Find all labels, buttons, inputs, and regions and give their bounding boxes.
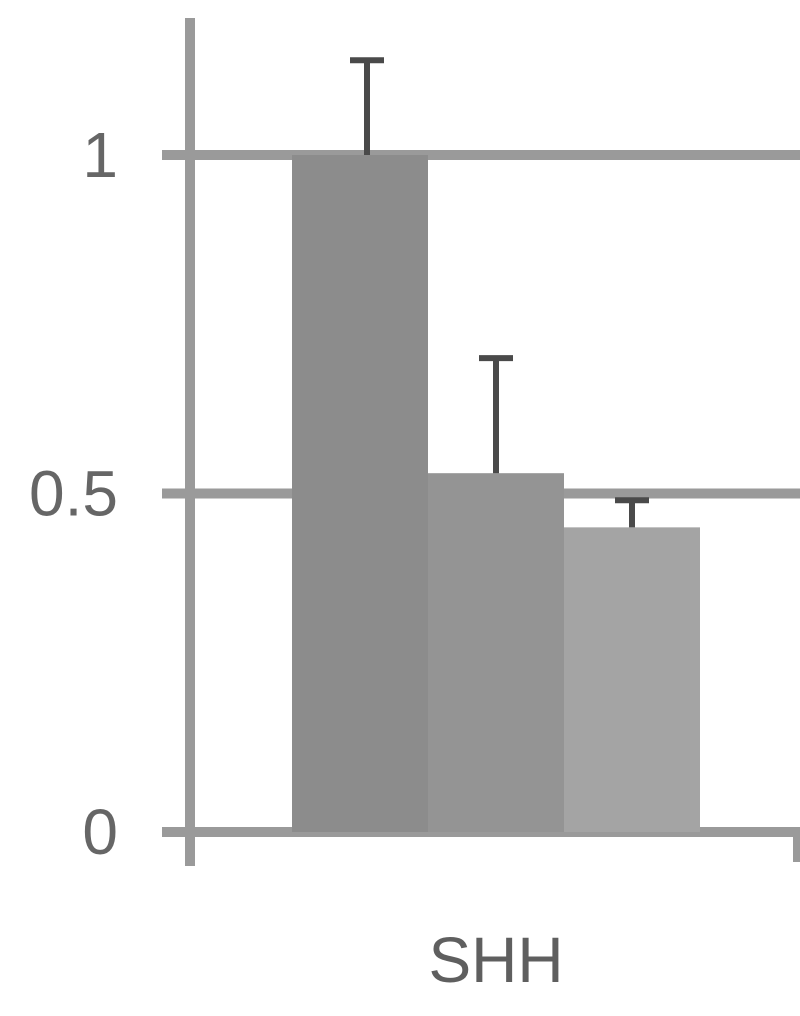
bar-series-3 [564, 527, 700, 832]
y-tick-label: 0 [82, 796, 118, 868]
axes [185, 18, 800, 866]
x-category-labels: SHH [428, 924, 563, 996]
bar-series-2 [428, 473, 564, 832]
error-bars [350, 57, 649, 528]
bar-series-1 [292, 155, 428, 832]
x-category-label: SHH [428, 924, 563, 996]
y-tick-label: 1 [82, 119, 118, 191]
y-tick-labels: 00.51 [29, 119, 118, 868]
bars [292, 155, 700, 832]
y-tick-label: 0.5 [29, 458, 118, 530]
